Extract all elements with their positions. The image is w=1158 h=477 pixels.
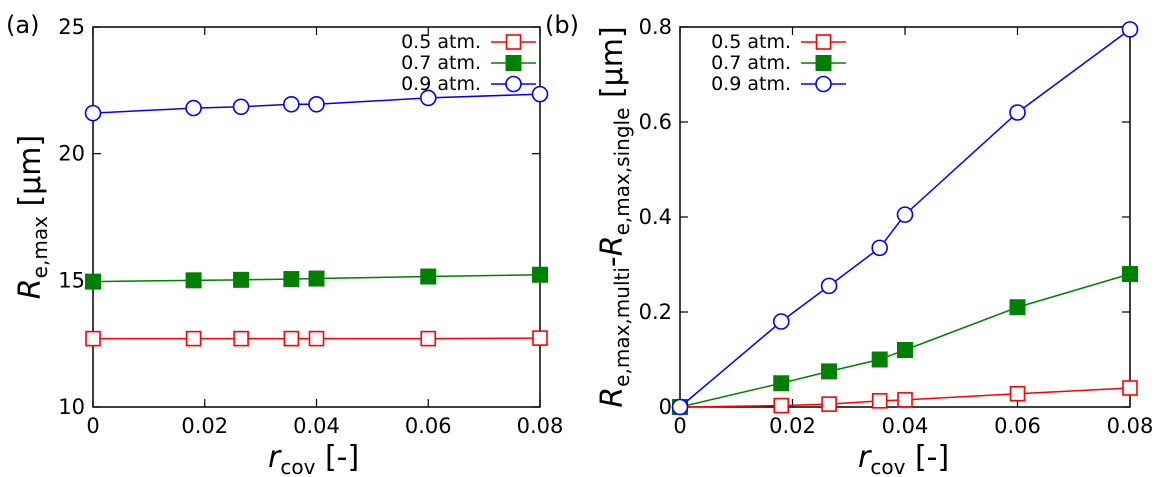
panel-label: (b) <box>545 11 579 39</box>
x-tick-label: 0 <box>86 414 99 438</box>
legend-label: 0.9 atm. <box>401 73 481 95</box>
legend-label: 0.7 atm. <box>711 52 791 74</box>
y-tick-label: 0 <box>659 395 672 419</box>
y-axis-label: Re,max,multi-Re,max,single [μm] <box>595 26 634 407</box>
data-point <box>896 206 914 223</box>
x-tick-label: 0.06 <box>405 414 452 438</box>
x-tick-label: 0.06 <box>994 414 1041 438</box>
data-point <box>185 330 202 347</box>
data-point <box>185 272 202 289</box>
data-point <box>821 396 837 412</box>
x-axis-label: rcov [-] <box>858 440 949 477</box>
data-point <box>1122 266 1138 282</box>
data-point <box>308 95 325 113</box>
y-tick-label: 0.4 <box>639 205 672 229</box>
data-point <box>532 330 548 346</box>
data-point <box>820 277 838 295</box>
y-tick-label: 15 <box>58 268 85 292</box>
y-tick-label: 0.2 <box>639 300 672 324</box>
legend-marker <box>815 75 832 93</box>
data-point <box>233 271 250 288</box>
x-tick-label: 0.02 <box>769 414 816 438</box>
data-point <box>1009 385 1026 402</box>
data-point <box>232 98 250 116</box>
panel-label: (a) <box>6 11 39 39</box>
series-05-atm <box>85 330 548 347</box>
legend-marker <box>505 75 522 93</box>
x-tick-label: 0.08 <box>517 414 564 438</box>
series-09-atm <box>671 21 1139 416</box>
data-point <box>772 313 790 330</box>
series-line <box>679 273 1131 408</box>
x-axis-label: rcov [-] <box>268 440 359 477</box>
x-tick-label: 0.04 <box>882 414 929 438</box>
data-point <box>897 392 913 408</box>
data-point <box>283 330 300 347</box>
y-tick-label: 0.8 <box>639 15 672 39</box>
data-point <box>871 239 888 257</box>
data-point <box>85 273 101 290</box>
legend-label: 0.7 atm. <box>401 52 481 74</box>
x-tick-label: 0 <box>673 414 686 438</box>
x-tick-label: 0.02 <box>181 414 228 438</box>
data-point <box>419 89 437 107</box>
chart-panel-a: 0 0.02 0.04 0.06 0.08 10 15 20 25 0.5 atm.0.7 atm… <box>6 11 563 477</box>
x-tick-label: 0.08 <box>1107 414 1154 438</box>
data-point <box>1009 104 1026 121</box>
y-tick-label: 25 <box>58 15 85 39</box>
legend-label: 0.5 atm. <box>401 31 481 53</box>
data-point <box>821 363 838 380</box>
data-point <box>871 351 888 368</box>
series-07-atm <box>85 266 548 290</box>
y-tick-label: 0.6 <box>639 110 672 134</box>
data-point <box>308 270 325 287</box>
data-point <box>84 104 102 122</box>
data-point <box>420 330 437 347</box>
data-point <box>773 397 790 414</box>
data-point <box>671 398 689 416</box>
y-tick-label: 10 <box>58 395 85 419</box>
data-point <box>773 375 790 392</box>
series-05-atm <box>672 380 1138 415</box>
data-point <box>871 393 888 409</box>
data-point <box>420 268 437 285</box>
y-axis-label: Re,max [μm] <box>13 135 52 299</box>
data-point <box>308 330 325 347</box>
legend-label: 0.5 atm. <box>711 31 791 53</box>
data-point <box>1122 380 1138 396</box>
legend-marker <box>505 55 522 71</box>
y-tick-label: 20 <box>58 142 85 166</box>
x-tick-label: 0.04 <box>293 414 340 438</box>
data-point <box>1121 21 1139 38</box>
data-point <box>532 266 548 283</box>
legend-label: 0.9 atm. <box>711 73 791 95</box>
data-point <box>531 85 549 103</box>
data-point <box>185 99 202 117</box>
data-point <box>233 330 249 347</box>
legend-marker <box>815 34 832 50</box>
data-point <box>897 342 913 358</box>
data-point <box>85 330 101 347</box>
data-point <box>283 95 300 113</box>
legend-marker <box>505 34 522 50</box>
legend-marker <box>815 55 832 71</box>
series-09-atm <box>84 85 549 122</box>
data-point <box>1009 299 1026 316</box>
data-point <box>283 271 300 288</box>
